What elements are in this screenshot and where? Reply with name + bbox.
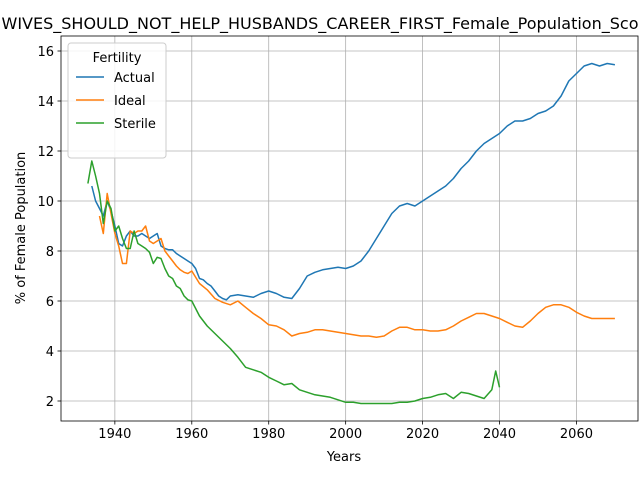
- y-tick-label: 6: [46, 295, 54, 310]
- y-axis-label: % of Female Population: [14, 152, 29, 305]
- legend: Fertility Actual Ideal Sterile: [67, 42, 167, 159]
- x-tick-label: 2040: [483, 427, 516, 442]
- legend-label-sterile: Sterile: [114, 117, 156, 132]
- x-axis-label: Years: [326, 450, 362, 465]
- chart-title: WIVES_SHOULD_NOT_HELP_HUSBANDS_CAREER_FI…: [2, 14, 639, 34]
- grid: [61, 36, 638, 421]
- series-group: [87, 62, 616, 405]
- y-tick-label: 12: [37, 145, 54, 160]
- series-line-sterile: [87, 160, 501, 405]
- legend-title: Fertility: [93, 51, 142, 66]
- y-tick-label: 8: [46, 245, 54, 260]
- series-line-ideal: [98, 192, 615, 339]
- x-tick-label: 2020: [406, 427, 439, 442]
- x-tick-label: 1980: [252, 427, 285, 442]
- legend-frame: [67, 42, 167, 159]
- y-tick-label: 4: [46, 345, 54, 360]
- x-tick-label: 1940: [98, 427, 131, 442]
- x-tick-label: 2000: [329, 427, 362, 442]
- plot-frame: [60, 35, 639, 422]
- legend-label-actual: Actual: [114, 71, 155, 86]
- x-tick-label: 1960: [175, 427, 208, 442]
- ticks: 1940 1960 1980 2000 2020 2040 2060 2 4 6 8 10 12 14 16: [37, 45, 593, 442]
- series-line-actual: [91, 62, 616, 301]
- y-tick-label: 16: [37, 45, 54, 60]
- y-tick-label: 14: [37, 95, 54, 110]
- y-tick-label: 2: [46, 395, 54, 410]
- legend-label-ideal: Ideal: [114, 94, 146, 109]
- x-tick-label: 2060: [560, 427, 593, 442]
- y-tick-label: 10: [37, 195, 54, 210]
